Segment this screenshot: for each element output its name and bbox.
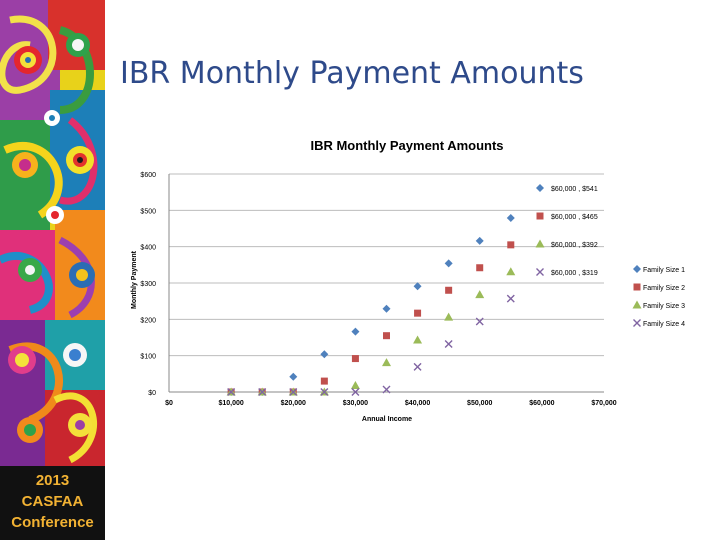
annotation-marker — [535, 239, 545, 248]
point-series-1 — [289, 372, 298, 381]
point-series-4 — [444, 340, 453, 349]
annotation-label: $60,000 , $392 — [551, 242, 598, 249]
annotation-marker — [536, 184, 544, 192]
point-series-4 — [227, 388, 236, 396]
conference-badge: 2013 CASFAA Conference — [0, 466, 105, 540]
legend-marker — [632, 300, 642, 309]
y-tick-label: $100 — [140, 354, 156, 361]
ibr-scatter-chart: IBR Monthly Payment Amounts Monthly Paym… — [131, 138, 685, 423]
point-series-2 — [351, 355, 359, 363]
point-series-3 — [506, 267, 516, 276]
chart-legend: Family Size 1 Family Size 2 Family Size 3 F… — [632, 265, 685, 328]
point-series-4 — [320, 388, 329, 396]
point-series-2 — [383, 332, 390, 340]
chart-points — [226, 213, 516, 396]
point-series-2 — [507, 241, 515, 249]
paisley-pattern-image — [0, 0, 105, 466]
annotation-label: $60,000 , $465 — [551, 214, 598, 221]
slide-title: IBR Monthly Payment Amounts — [120, 56, 584, 91]
annotation-marker — [536, 212, 544, 220]
x-tick-label: $40,000 — [405, 400, 430, 407]
chart-axes: $0 $100 $200 $300 $400 $500 $600 $0 $10,000 $20,0… — [140, 172, 616, 407]
point-series-1 — [506, 213, 515, 222]
point-series-4 — [413, 362, 422, 371]
legend-label: Family Size 2 — [643, 285, 685, 292]
point-series-4 — [351, 388, 360, 396]
legend-marker — [633, 283, 641, 291]
point-series-4 — [506, 294, 515, 303]
legend-label: Family Size 3 — [643, 303, 685, 310]
point-series-3 — [444, 312, 454, 321]
x-tick-label: $30,000 — [343, 400, 368, 407]
point-series-1 — [444, 259, 453, 268]
point-series-3 — [475, 290, 485, 299]
annotation-label: $60,000 , $319 — [551, 270, 598, 277]
y-tick-label: $600 — [140, 172, 156, 179]
point-series-2 — [476, 264, 484, 272]
point-series-3 — [382, 358, 391, 367]
annotation-marker — [536, 268, 544, 276]
point-series-2 — [320, 377, 328, 385]
point-series-1 — [351, 327, 360, 336]
x-tick-label: $20,000 — [281, 400, 306, 407]
y-tick-label: $500 — [140, 208, 156, 215]
legend-marker — [633, 319, 641, 327]
y-axis-title: Monthly Payment — [131, 250, 138, 309]
x-tick-label: $70,000 — [591, 400, 616, 407]
point-series-4 — [475, 317, 484, 326]
y-tick-label: $200 — [140, 317, 156, 324]
x-axis-title: Annual Income — [362, 416, 412, 423]
y-tick-label: $300 — [140, 281, 156, 288]
legend-label: Family Size 1 — [643, 267, 685, 274]
x-tick-label: $50,000 — [467, 400, 492, 407]
point-series-1 — [320, 350, 329, 359]
decorative-paisley-sidebar: 2013 CASFAA Conference — [0, 0, 105, 540]
legend-label: Family Size 4 — [643, 321, 685, 328]
conference-label: Conference — [11, 514, 94, 531]
point-series-4 — [258, 388, 267, 396]
point-series-2 — [445, 286, 453, 294]
conference-name: CASFAA — [21, 493, 84, 510]
chart-annotations: $60,000 , $541 $60,000 , $465 $60,000 , $3… — [535, 184, 598, 277]
x-tick-label: $60,000 — [529, 400, 554, 407]
x-tick-label: $0 — [165, 400, 173, 407]
y-tick-label: $400 — [140, 245, 156, 252]
annotation-label: $60,000 , $541 — [551, 186, 598, 193]
x-tick-label: $10,000 — [218, 400, 243, 407]
point-series-4 — [382, 385, 391, 394]
point-series-1 — [475, 236, 484, 245]
point-series-3 — [350, 380, 360, 389]
chart-gridlines — [169, 173, 604, 393]
point-series-4 — [289, 388, 298, 396]
point-series-2 — [414, 309, 422, 317]
y-tick-label: $0 — [148, 390, 156, 397]
legend-marker — [633, 265, 641, 273]
chart-title: IBR Monthly Payment Amounts — [310, 138, 503, 153]
point-series-1 — [382, 304, 391, 313]
point-series-1 — [413, 282, 422, 291]
point-series-3 — [413, 335, 423, 344]
conference-year: 2013 — [35, 472, 70, 489]
